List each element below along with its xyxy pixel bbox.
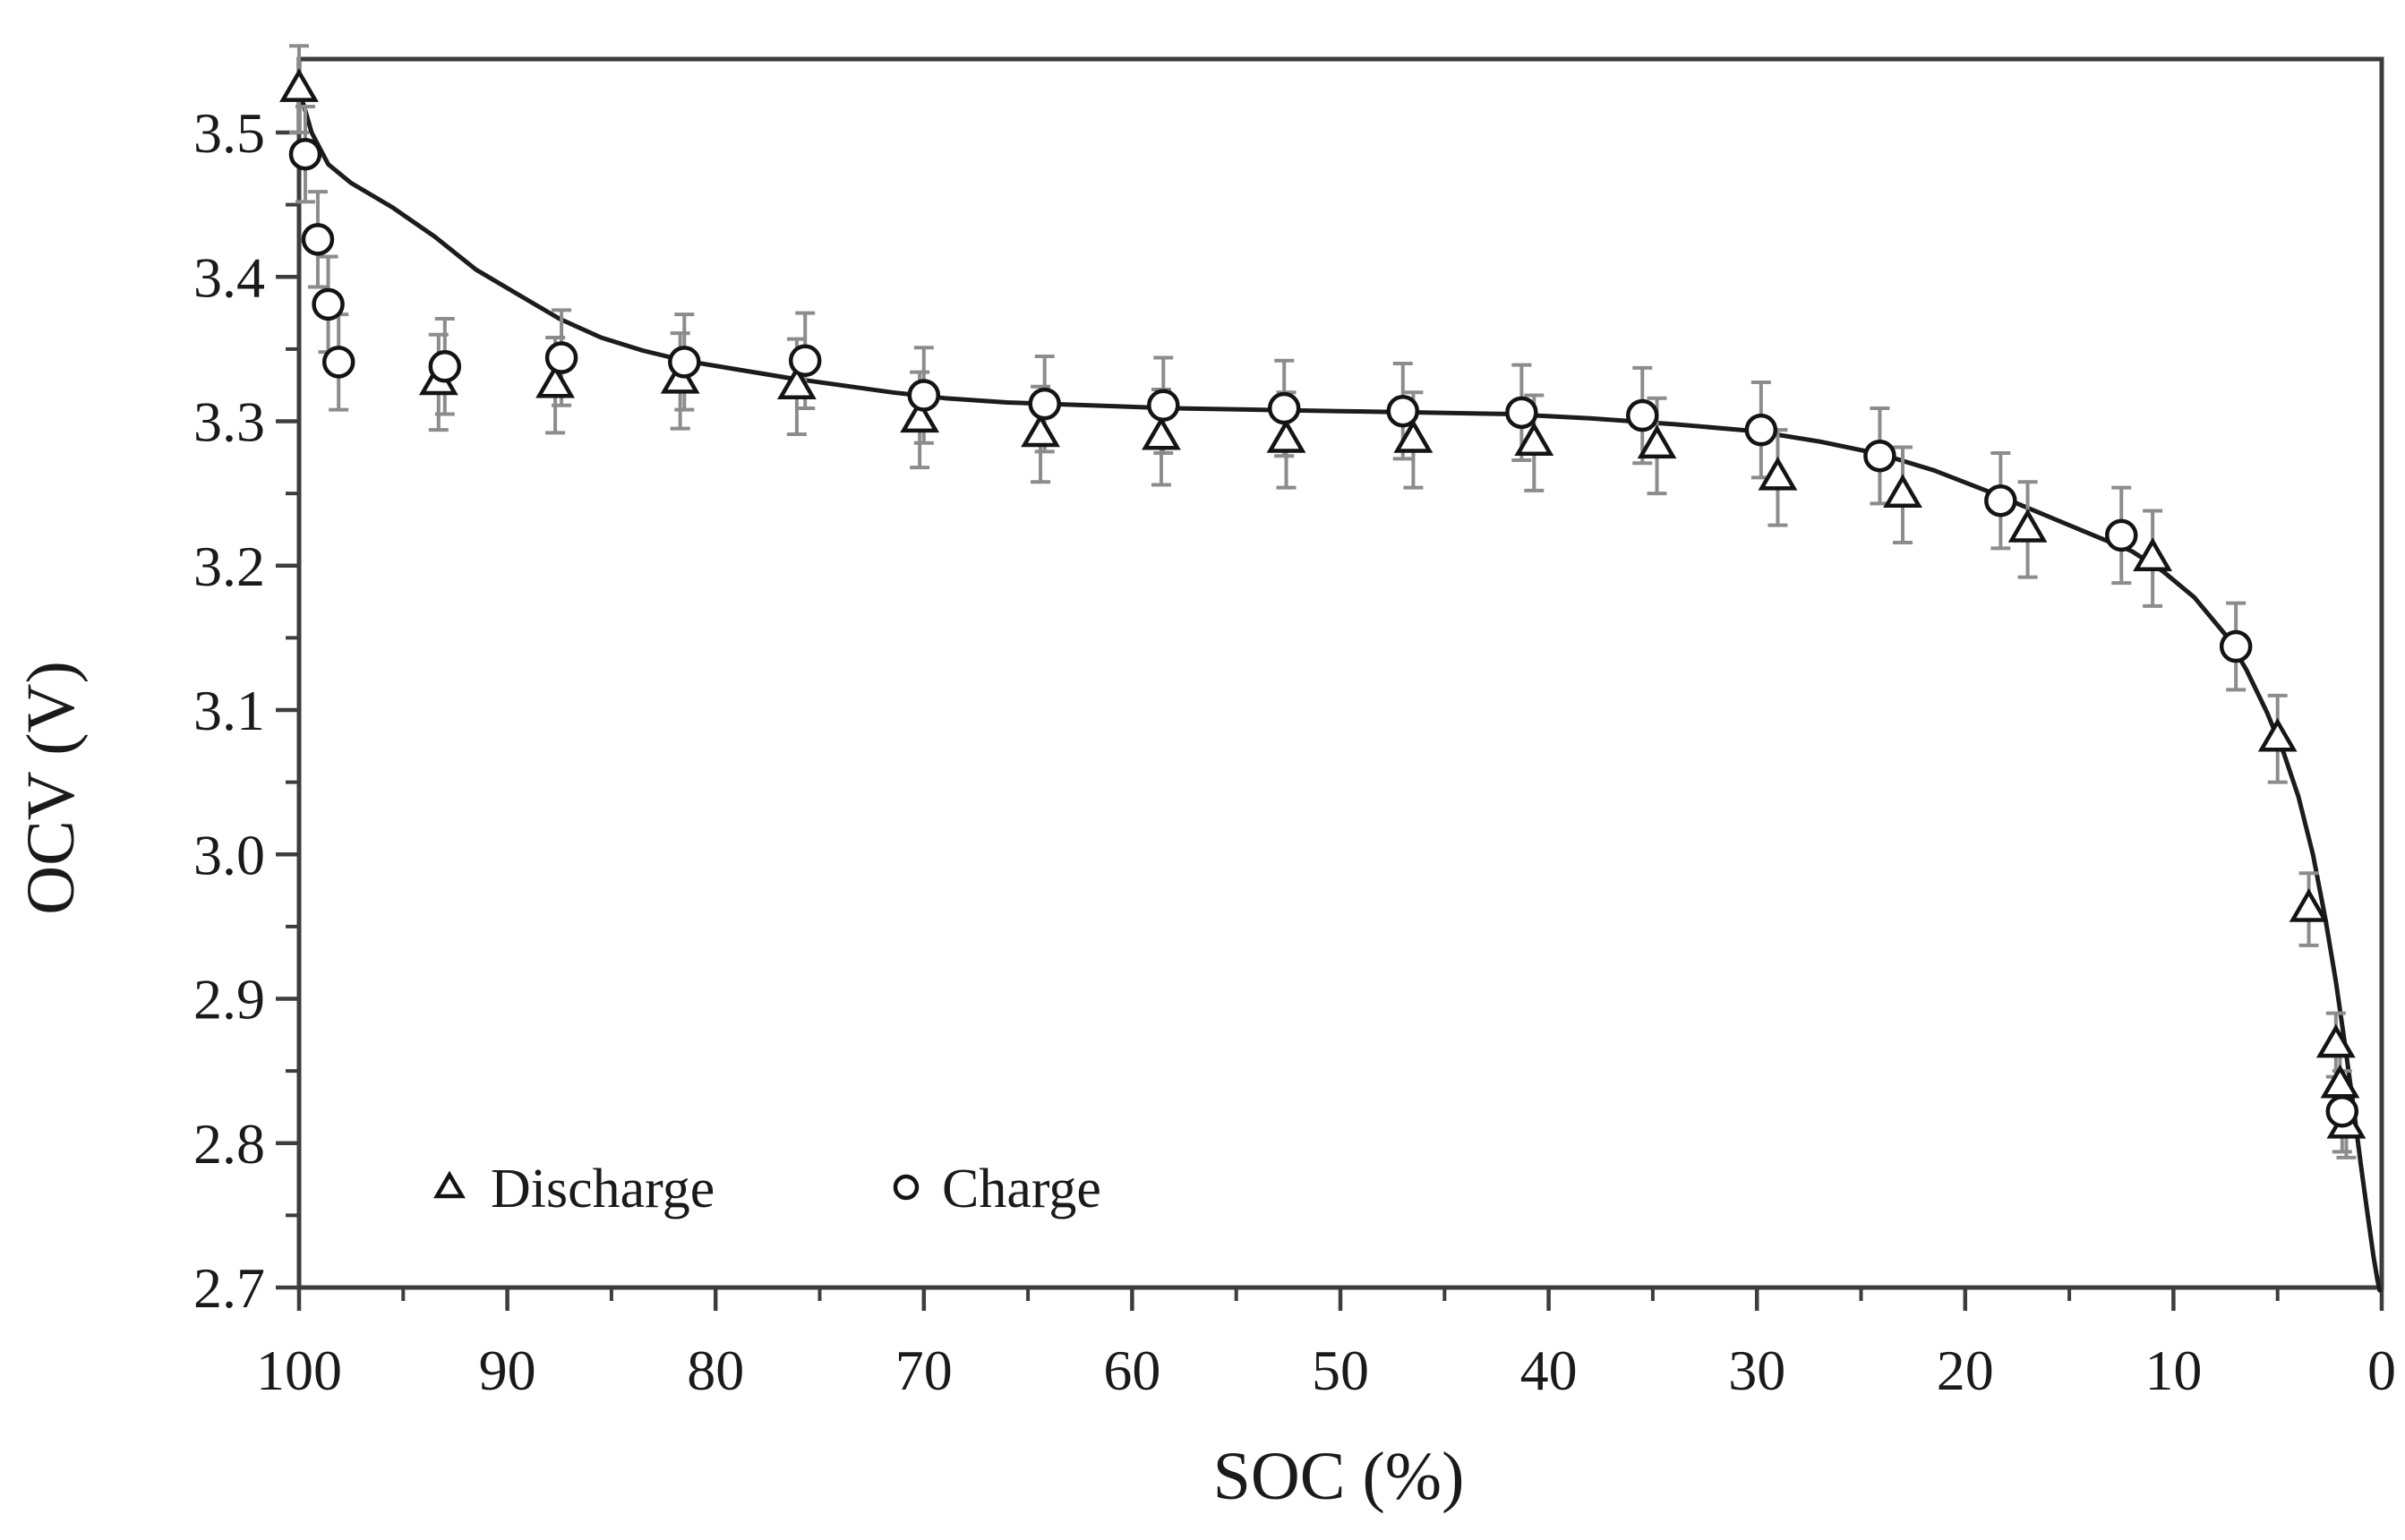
- discharge-marker: [1021, 413, 1060, 448]
- charge-marker: [1147, 389, 1180, 423]
- charge-marker: [2219, 629, 2253, 663]
- legend-label-discharge: Discharge: [491, 1159, 715, 1219]
- discharge-marker: [1142, 415, 1181, 450]
- x-tick-label: 20: [1937, 1339, 1994, 1402]
- discharge-marker: [1266, 418, 1306, 453]
- charge-marker: [1267, 391, 1301, 425]
- fit-line: [301, 101, 2383, 1293]
- discharge-marker: [2007, 508, 2048, 543]
- y-axis-title: OCV (V): [13, 661, 89, 915]
- error-bars: [289, 44, 2357, 1159]
- discharge-marker: [1514, 422, 1554, 456]
- charge-marker: [1028, 387, 1061, 421]
- x-tick-label: 80: [687, 1339, 744, 1402]
- charge-marker: [544, 341, 578, 374]
- x-tick-label: 70: [895, 1339, 953, 1402]
- discharge-marker: [900, 398, 940, 433]
- charge-marker: [321, 346, 355, 379]
- discharge-marker: [1393, 418, 1434, 453]
- y-tick-label: 3.1: [193, 679, 265, 742]
- y-tick-label: 3.2: [193, 535, 265, 598]
- x-tick-label: 10: [2144, 1339, 2202, 1402]
- discharge-triangle-icon: [433, 1170, 466, 1199]
- discharge-marker: [535, 364, 576, 398]
- discharge-marker: [2257, 717, 2298, 752]
- x-tick-label: 0: [2367, 1339, 2396, 1402]
- x-tick-label: 40: [1520, 1339, 1578, 1402]
- discharge-marker: [2133, 537, 2173, 571]
- charge-marker: [301, 223, 335, 256]
- discharge-marker: [2315, 1023, 2356, 1058]
- charge-marker: [1626, 398, 1659, 432]
- plot-border: [296, 56, 2384, 1290]
- x-tick-label: 100: [256, 1339, 342, 1402]
- axis-ticks: [276, 130, 2384, 1311]
- charge-marker: [2325, 1095, 2359, 1128]
- discharge-marker: [279, 68, 319, 102]
- x-tick-label: 30: [1728, 1339, 1785, 1402]
- charge-marker: [288, 137, 322, 171]
- charge-circle-icon: [893, 1174, 920, 1201]
- charge-marker: [312, 287, 345, 321]
- charge-marker: [907, 379, 941, 412]
- legend-item-discharge: Discharge: [433, 1159, 715, 1219]
- data-markers: [279, 68, 2366, 1139]
- charge-marker: [1984, 483, 2017, 518]
- x-tick-label: 90: [479, 1339, 536, 1402]
- charge-marker: [2105, 518, 2138, 552]
- fit-curve: [301, 101, 2383, 1293]
- y-tick-label: 3.4: [193, 245, 265, 309]
- legend: Discharge Charge: [433, 1159, 1101, 1219]
- discharge-marker: [2289, 888, 2329, 922]
- discharge-marker: [1758, 456, 1798, 491]
- plot-box: [296, 56, 2384, 1290]
- charge-marker: [788, 344, 822, 378]
- charge-marker: [428, 349, 462, 383]
- charge-marker: [1744, 413, 1778, 447]
- y-tick-label: 2.9: [193, 968, 265, 1031]
- y-tick-label: 3.5: [193, 101, 265, 165]
- y-tick-label: 2.8: [193, 1112, 265, 1176]
- x-axis-title: SOC (%): [1213, 1439, 1465, 1514]
- charge-marker: [1505, 396, 1538, 430]
- x-tick-label: 60: [1103, 1339, 1160, 1402]
- charge-marker: [1863, 439, 1896, 473]
- y-tick-label: 3.0: [193, 823, 265, 886]
- discharge-marker: [1637, 424, 1677, 459]
- discharge-marker: [777, 365, 817, 400]
- legend-label-charge: Charge: [942, 1159, 1101, 1219]
- legend-item-charge: Charge: [893, 1159, 1101, 1219]
- charge-marker: [668, 346, 701, 379]
- discharge-marker: [1883, 474, 1922, 508]
- charge-marker: [1386, 394, 1420, 428]
- y-tick-label: 3.3: [193, 390, 265, 454]
- y-tick-label: 2.7: [193, 1256, 265, 1320]
- x-tick-label: 50: [1312, 1339, 1369, 1402]
